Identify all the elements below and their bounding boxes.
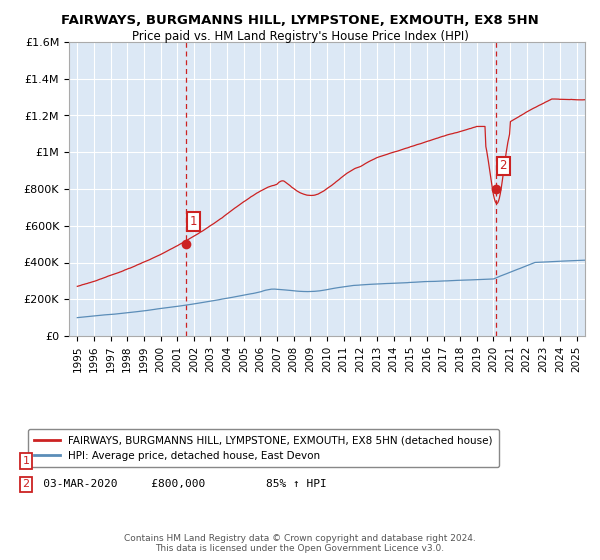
Text: Price paid vs. HM Land Registry's House Price Index (HPI): Price paid vs. HM Land Registry's House … [131,30,469,43]
Text: Contains HM Land Registry data © Crown copyright and database right 2024.
This d: Contains HM Land Registry data © Crown c… [124,534,476,553]
Text: FAIRWAYS, BURGMANNS HILL, LYMPSTONE, EXMOUTH, EX8 5HN: FAIRWAYS, BURGMANNS HILL, LYMPSTONE, EXM… [61,14,539,27]
Text: 18-JUL-2001      £500,000      194% ↑ HPI: 18-JUL-2001 £500,000 194% ↑ HPI [23,456,320,466]
Text: 2: 2 [23,479,29,489]
Text: 1: 1 [23,456,29,466]
Text: 03-MAR-2020     £800,000         85% ↑ HPI: 03-MAR-2020 £800,000 85% ↑ HPI [23,479,326,489]
Legend: FAIRWAYS, BURGMANNS HILL, LYMPSTONE, EXMOUTH, EX8 5HN (detached house), HPI: Ave: FAIRWAYS, BURGMANNS HILL, LYMPSTONE, EXM… [28,430,499,467]
Text: 1: 1 [190,214,197,227]
Text: 2: 2 [500,160,507,172]
